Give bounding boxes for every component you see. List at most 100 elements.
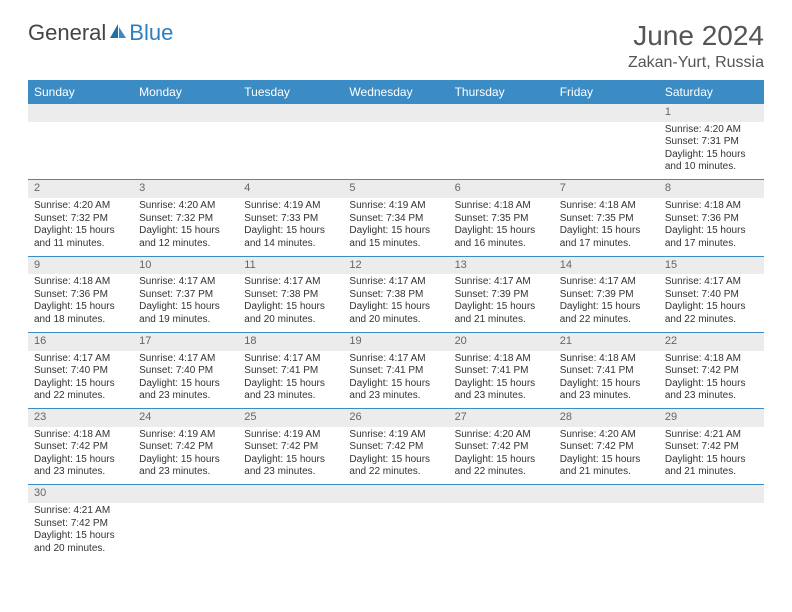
day-header: Friday bbox=[554, 80, 659, 104]
day-cell bbox=[343, 503, 448, 561]
daylight-text: Daylight: 15 hours and 23 minutes. bbox=[244, 378, 337, 403]
daylight-text: Daylight: 15 hours and 22 minutes. bbox=[560, 301, 653, 326]
daylight-text: Daylight: 15 hours and 23 minutes. bbox=[349, 378, 442, 403]
sunrise-text: Sunrise: 4:18 AM bbox=[665, 353, 758, 366]
sunset-text: Sunset: 7:38 PM bbox=[349, 289, 442, 302]
sunset-text: Sunset: 7:41 PM bbox=[455, 365, 548, 378]
sunset-text: Sunset: 7:40 PM bbox=[665, 289, 758, 302]
day-number: 19 bbox=[343, 332, 448, 350]
sunset-text: Sunset: 7:42 PM bbox=[349, 441, 442, 454]
day-number: 10 bbox=[133, 256, 238, 274]
sunset-text: Sunset: 7:42 PM bbox=[665, 441, 758, 454]
day-cell: Sunrise: 4:19 AMSunset: 7:42 PMDaylight:… bbox=[343, 427, 448, 485]
sunrise-text: Sunrise: 4:20 AM bbox=[34, 200, 127, 213]
day-number: 15 bbox=[659, 256, 764, 274]
daylight-text: Daylight: 15 hours and 23 minutes. bbox=[244, 454, 337, 479]
sunrise-text: Sunrise: 4:17 AM bbox=[455, 276, 548, 289]
sunrise-text: Sunrise: 4:18 AM bbox=[34, 429, 127, 442]
sunrise-text: Sunrise: 4:20 AM bbox=[665, 124, 758, 137]
sunset-text: Sunset: 7:35 PM bbox=[455, 213, 548, 226]
day-number: 27 bbox=[449, 409, 554, 427]
daylight-text: Daylight: 15 hours and 22 minutes. bbox=[34, 378, 127, 403]
day-cell bbox=[238, 122, 343, 180]
day-header: Sunday bbox=[28, 80, 133, 104]
sunrise-text: Sunrise: 4:17 AM bbox=[34, 353, 127, 366]
sunset-text: Sunset: 7:42 PM bbox=[455, 441, 548, 454]
day-number bbox=[238, 104, 343, 122]
daylight-text: Daylight: 15 hours and 22 minutes. bbox=[349, 454, 442, 479]
day-number: 28 bbox=[554, 409, 659, 427]
sunset-text: Sunset: 7:33 PM bbox=[244, 213, 337, 226]
sunset-text: Sunset: 7:31 PM bbox=[665, 136, 758, 149]
sail-icon bbox=[108, 20, 128, 46]
sunrise-text: Sunrise: 4:18 AM bbox=[560, 200, 653, 213]
day-cell: Sunrise: 4:17 AMSunset: 7:37 PMDaylight:… bbox=[133, 274, 238, 332]
sunset-text: Sunset: 7:39 PM bbox=[560, 289, 653, 302]
day-header: Wednesday bbox=[343, 80, 448, 104]
day-number bbox=[133, 485, 238, 503]
day-number bbox=[554, 104, 659, 122]
sunrise-text: Sunrise: 4:18 AM bbox=[455, 200, 548, 213]
day-number: 13 bbox=[449, 256, 554, 274]
sunset-text: Sunset: 7:42 PM bbox=[665, 365, 758, 378]
sunset-text: Sunset: 7:39 PM bbox=[455, 289, 548, 302]
daylight-text: Daylight: 15 hours and 21 minutes. bbox=[665, 454, 758, 479]
day-number: 14 bbox=[554, 256, 659, 274]
day-content-row: Sunrise: 4:21 AMSunset: 7:42 PMDaylight:… bbox=[28, 503, 764, 561]
day-number-row: 1 bbox=[28, 104, 764, 122]
day-number bbox=[238, 485, 343, 503]
calendar-table: SundayMondayTuesdayWednesdayThursdayFrid… bbox=[28, 80, 764, 561]
day-cell bbox=[554, 503, 659, 561]
day-cell bbox=[659, 503, 764, 561]
day-cell: Sunrise: 4:19 AMSunset: 7:34 PMDaylight:… bbox=[343, 198, 448, 256]
day-header: Monday bbox=[133, 80, 238, 104]
day-cell: Sunrise: 4:21 AMSunset: 7:42 PMDaylight:… bbox=[28, 503, 133, 561]
day-cell bbox=[449, 122, 554, 180]
daylight-text: Daylight: 15 hours and 23 minutes. bbox=[455, 378, 548, 403]
sunset-text: Sunset: 7:42 PM bbox=[244, 441, 337, 454]
day-number bbox=[343, 104, 448, 122]
day-cell: Sunrise: 4:17 AMSunset: 7:41 PMDaylight:… bbox=[238, 351, 343, 409]
day-number: 12 bbox=[343, 256, 448, 274]
logo-text-general: General bbox=[28, 20, 106, 46]
daylight-text: Daylight: 15 hours and 12 minutes. bbox=[139, 225, 232, 250]
sunrise-text: Sunrise: 4:18 AM bbox=[665, 200, 758, 213]
day-cell: Sunrise: 4:19 AMSunset: 7:33 PMDaylight:… bbox=[238, 198, 343, 256]
logo-text-blue: Blue bbox=[129, 20, 173, 46]
month-title: June 2024 bbox=[628, 20, 764, 52]
sunrise-text: Sunrise: 4:17 AM bbox=[665, 276, 758, 289]
day-cell bbox=[449, 503, 554, 561]
day-cell: Sunrise: 4:17 AMSunset: 7:39 PMDaylight:… bbox=[449, 274, 554, 332]
daylight-text: Daylight: 15 hours and 20 minutes. bbox=[244, 301, 337, 326]
day-number: 24 bbox=[133, 409, 238, 427]
day-number-row: 2345678 bbox=[28, 180, 764, 198]
day-number-row: 23242526272829 bbox=[28, 409, 764, 427]
sunset-text: Sunset: 7:32 PM bbox=[139, 213, 232, 226]
sunrise-text: Sunrise: 4:17 AM bbox=[139, 353, 232, 366]
daylight-text: Daylight: 15 hours and 15 minutes. bbox=[349, 225, 442, 250]
sunrise-text: Sunrise: 4:17 AM bbox=[139, 276, 232, 289]
day-number: 3 bbox=[133, 180, 238, 198]
day-number: 23 bbox=[28, 409, 133, 427]
sunset-text: Sunset: 7:42 PM bbox=[34, 518, 127, 531]
location: Zakan-Yurt, Russia bbox=[628, 54, 764, 72]
day-cell bbox=[133, 503, 238, 561]
day-number-row: 9101112131415 bbox=[28, 256, 764, 274]
day-content-row: Sunrise: 4:18 AMSunset: 7:42 PMDaylight:… bbox=[28, 427, 764, 485]
day-number: 1 bbox=[659, 104, 764, 122]
day-cell: Sunrise: 4:17 AMSunset: 7:39 PMDaylight:… bbox=[554, 274, 659, 332]
day-number bbox=[28, 104, 133, 122]
sunset-text: Sunset: 7:36 PM bbox=[34, 289, 127, 302]
daylight-text: Daylight: 15 hours and 19 minutes. bbox=[139, 301, 232, 326]
day-number bbox=[659, 485, 764, 503]
day-number: 26 bbox=[343, 409, 448, 427]
sunset-text: Sunset: 7:35 PM bbox=[560, 213, 653, 226]
day-number bbox=[554, 485, 659, 503]
day-cell: Sunrise: 4:17 AMSunset: 7:40 PMDaylight:… bbox=[133, 351, 238, 409]
day-cell: Sunrise: 4:17 AMSunset: 7:38 PMDaylight:… bbox=[343, 274, 448, 332]
daylight-text: Daylight: 15 hours and 16 minutes. bbox=[455, 225, 548, 250]
daylight-text: Daylight: 15 hours and 17 minutes. bbox=[560, 225, 653, 250]
day-number: 18 bbox=[238, 332, 343, 350]
daylight-text: Daylight: 15 hours and 20 minutes. bbox=[349, 301, 442, 326]
day-cell: Sunrise: 4:17 AMSunset: 7:38 PMDaylight:… bbox=[238, 274, 343, 332]
